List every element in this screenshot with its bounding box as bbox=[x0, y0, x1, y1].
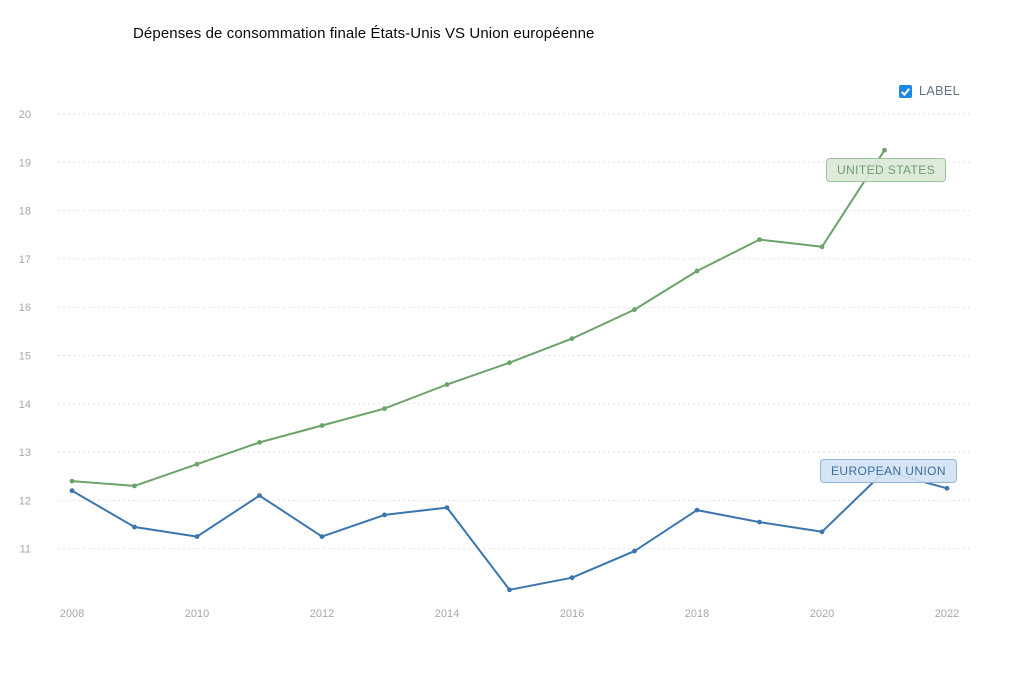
checkmark-icon bbox=[901, 87, 910, 96]
svg-text:19: 19 bbox=[19, 157, 31, 169]
svg-text:14: 14 bbox=[19, 399, 31, 411]
svg-text:11: 11 bbox=[20, 544, 31, 556]
label-checkbox-text: LABEL bbox=[919, 84, 960, 98]
svg-text:2012: 2012 bbox=[310, 608, 334, 620]
svg-text:2018: 2018 bbox=[685, 608, 709, 620]
eu-series-label[interactable]: EUROPEAN UNION bbox=[820, 459, 957, 483]
svg-text:2014: 2014 bbox=[435, 608, 459, 620]
svg-text:18: 18 bbox=[19, 206, 31, 218]
svg-text:13: 13 bbox=[19, 447, 31, 459]
us-series-label[interactable]: UNITED STATES bbox=[826, 158, 947, 182]
svg-text:17: 17 bbox=[19, 254, 31, 266]
svg-text:2022: 2022 bbox=[935, 608, 959, 620]
svg-text:16: 16 bbox=[19, 302, 31, 314]
svg-text:2010: 2010 bbox=[185, 608, 209, 620]
page-title: Dépenses de consommation finale États-Un… bbox=[133, 25, 595, 42]
label-checkbox[interactable] bbox=[899, 84, 912, 98]
svg-text:2020: 2020 bbox=[810, 608, 834, 620]
svg-text:20: 20 bbox=[19, 109, 31, 121]
svg-text:12: 12 bbox=[19, 495, 31, 507]
svg-text:2016: 2016 bbox=[560, 608, 584, 620]
svg-text:15: 15 bbox=[19, 351, 31, 363]
label-toggle[interactable]: LABEL bbox=[899, 84, 960, 98]
svg-text:2008: 2008 bbox=[60, 608, 84, 620]
